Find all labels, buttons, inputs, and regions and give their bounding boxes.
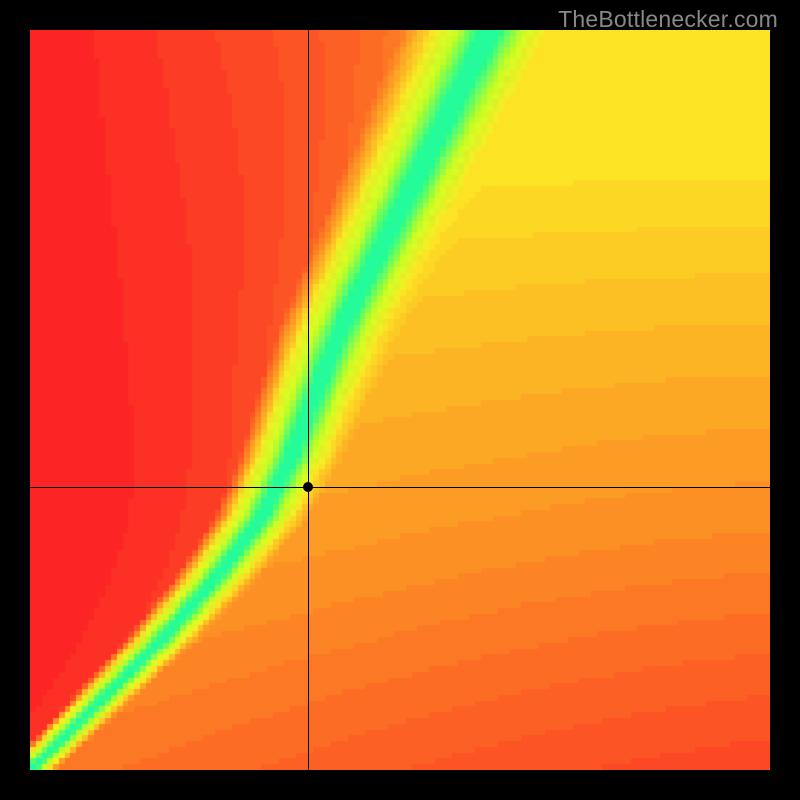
- crosshair-horizontal: [30, 487, 770, 488]
- heatmap-plot: [30, 30, 770, 770]
- heatmap-canvas: [30, 30, 770, 770]
- marker-dot: [303, 482, 313, 492]
- watermark-text: TheBottlenecker.com: [558, 6, 778, 33]
- crosshair-vertical: [308, 30, 309, 770]
